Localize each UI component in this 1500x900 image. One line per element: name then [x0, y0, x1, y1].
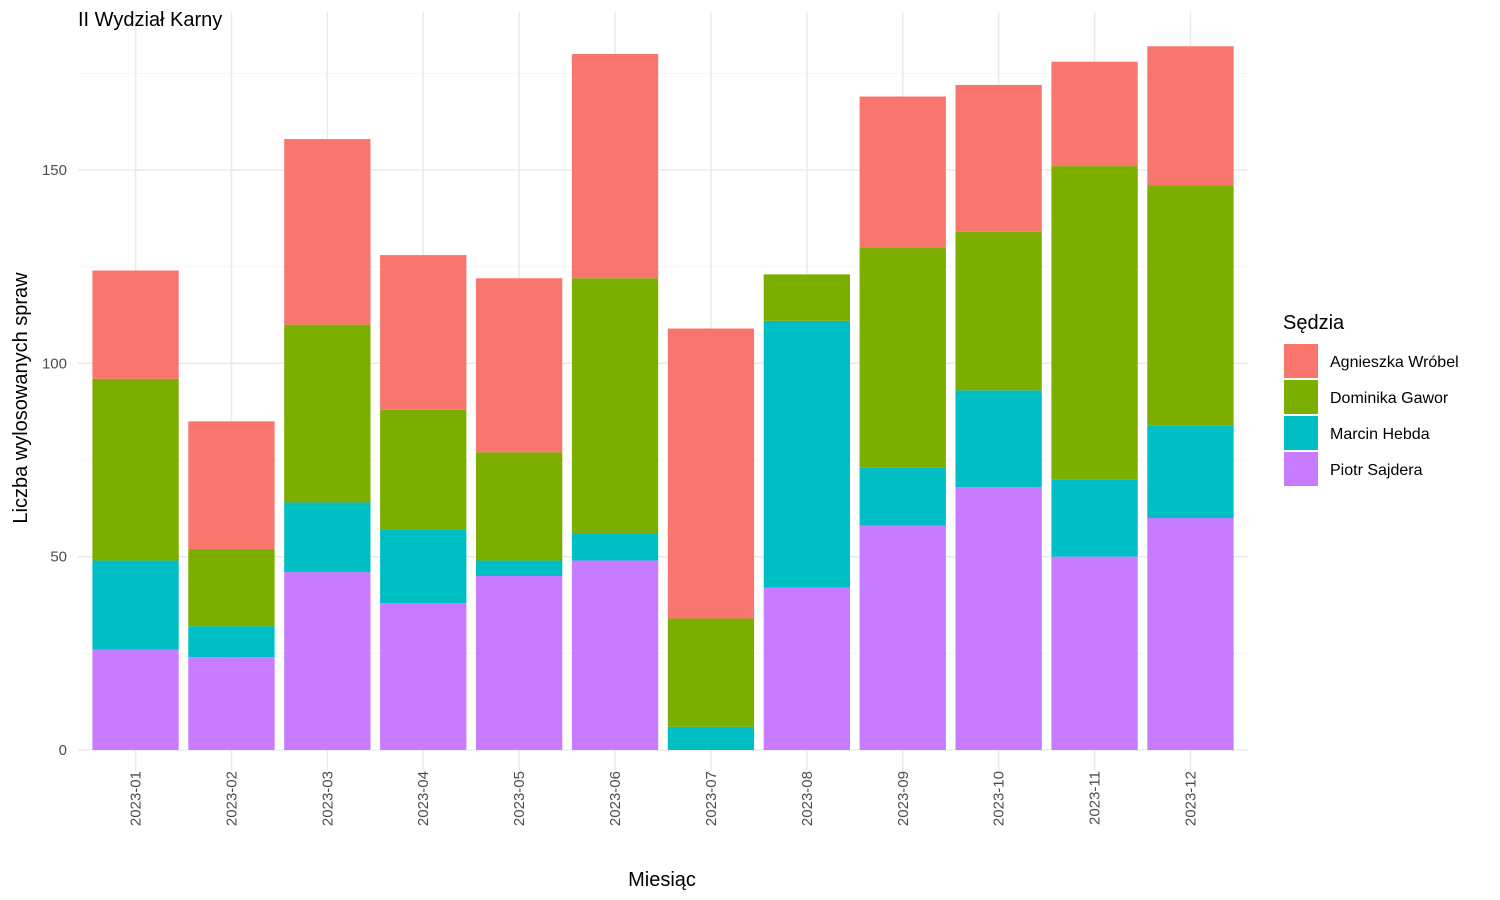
x-tick-label: 2023-03: [319, 771, 336, 826]
x-tick-label: 2023-02: [223, 771, 240, 826]
legend-key: [1284, 452, 1318, 486]
bar-segment: [667, 726, 755, 750]
bar-segment: [859, 525, 946, 750]
bar-segment: [571, 533, 659, 561]
y-axis-title: Liczba wylosowanych spraw: [10, 272, 32, 524]
legend: Sędzia Agnieszka Wróbel Dominika Gawor Mar…: [1283, 312, 1459, 486]
x-axis-title: Miesiąc: [628, 869, 696, 891]
bar-segment: [1147, 185, 1234, 426]
bars-layer: [92, 46, 1234, 750]
x-tick-label: 2023-01: [128, 771, 145, 826]
y-axis-ticks: 0 50 100 150: [42, 162, 67, 759]
bar-segment: [380, 255, 467, 410]
x-axis-ticks: 2023-01 2023-02 2023-03 2023-04 2023-05 2023-…: [128, 771, 1200, 826]
bar-segment: [284, 139, 371, 325]
bar-segment: [667, 328, 755, 619]
bar-segment: [188, 626, 275, 658]
bar-segment: [92, 560, 179, 650]
bar-segment: [1147, 425, 1234, 518]
bar-segment: [284, 572, 371, 750]
bar-segment: [763, 320, 851, 588]
legend-key: [1284, 344, 1318, 378]
x-tick-label: 2023-04: [415, 771, 432, 826]
bar-segment: [859, 467, 946, 526]
bar-segment: [475, 560, 563, 576]
x-tick-label: 2023-07: [703, 771, 720, 826]
x-tick-label: 2023-09: [895, 771, 912, 826]
legend-items: Agnieszka Wróbel Dominika Gawor Marcin Heb…: [1284, 344, 1459, 486]
bar-segment: [92, 649, 179, 750]
bar-segment: [859, 96, 946, 248]
bar-segment: [380, 603, 467, 750]
bar-segment: [571, 54, 659, 279]
x-tick-label: 2023-06: [607, 771, 624, 826]
bar-segment: [92, 270, 179, 379]
legend-label: Dominika Gawor: [1330, 390, 1449, 407]
bar-segment: [1147, 46, 1234, 186]
bar-segment: [955, 84, 1042, 232]
chart-title: II Wydział Karny: [78, 9, 222, 31]
bar-segment: [475, 452, 563, 561]
bar-segment: [763, 587, 851, 750]
y-tick-label: 150: [42, 162, 67, 179]
legend-key: [1284, 380, 1318, 414]
bar-segment: [955, 390, 1042, 488]
x-tick-label: 2023-05: [511, 771, 528, 826]
legend-label: Agnieszka Wróbel: [1330, 354, 1459, 371]
bar-segment: [1051, 479, 1138, 557]
x-tick-label: 2023-11: [1087, 771, 1104, 825]
bar-segment: [1051, 61, 1138, 167]
bar-segment: [475, 278, 563, 453]
bar-segment: [188, 421, 275, 549]
bar-segment: [667, 618, 755, 727]
legend-label: Marcin Hebda: [1330, 426, 1430, 443]
bar-segment: [1051, 556, 1138, 750]
y-tick-label: 50: [50, 549, 67, 566]
bar-segment: [859, 247, 946, 468]
bar-segment: [380, 529, 467, 604]
bar-segment: [188, 548, 275, 627]
x-tick-label: 2023-10: [991, 771, 1008, 826]
legend-key: [1284, 416, 1318, 450]
bar-segment: [92, 378, 179, 561]
x-tick-label: 2023-08: [799, 771, 816, 826]
bar-segment: [380, 409, 467, 530]
bar-segment: [955, 487, 1042, 750]
legend-label: Piotr Sajdera: [1330, 462, 1423, 479]
bar-segment: [188, 657, 275, 750]
bar-segment: [475, 576, 563, 750]
bar-segment: [571, 278, 659, 534]
bar-segment: [571, 560, 659, 750]
legend-title: Sędzia: [1283, 312, 1345, 334]
bar-segment: [284, 502, 371, 573]
bar-segment: [284, 324, 371, 503]
bar-segment: [763, 274, 851, 321]
bar-segment: [1051, 166, 1138, 480]
y-tick-label: 100: [42, 355, 67, 372]
bar-segment: [1147, 518, 1234, 750]
y-tick-label: 0: [59, 742, 67, 759]
x-tick-label: 2023-12: [1182, 771, 1199, 826]
bar-segment: [955, 231, 1042, 391]
